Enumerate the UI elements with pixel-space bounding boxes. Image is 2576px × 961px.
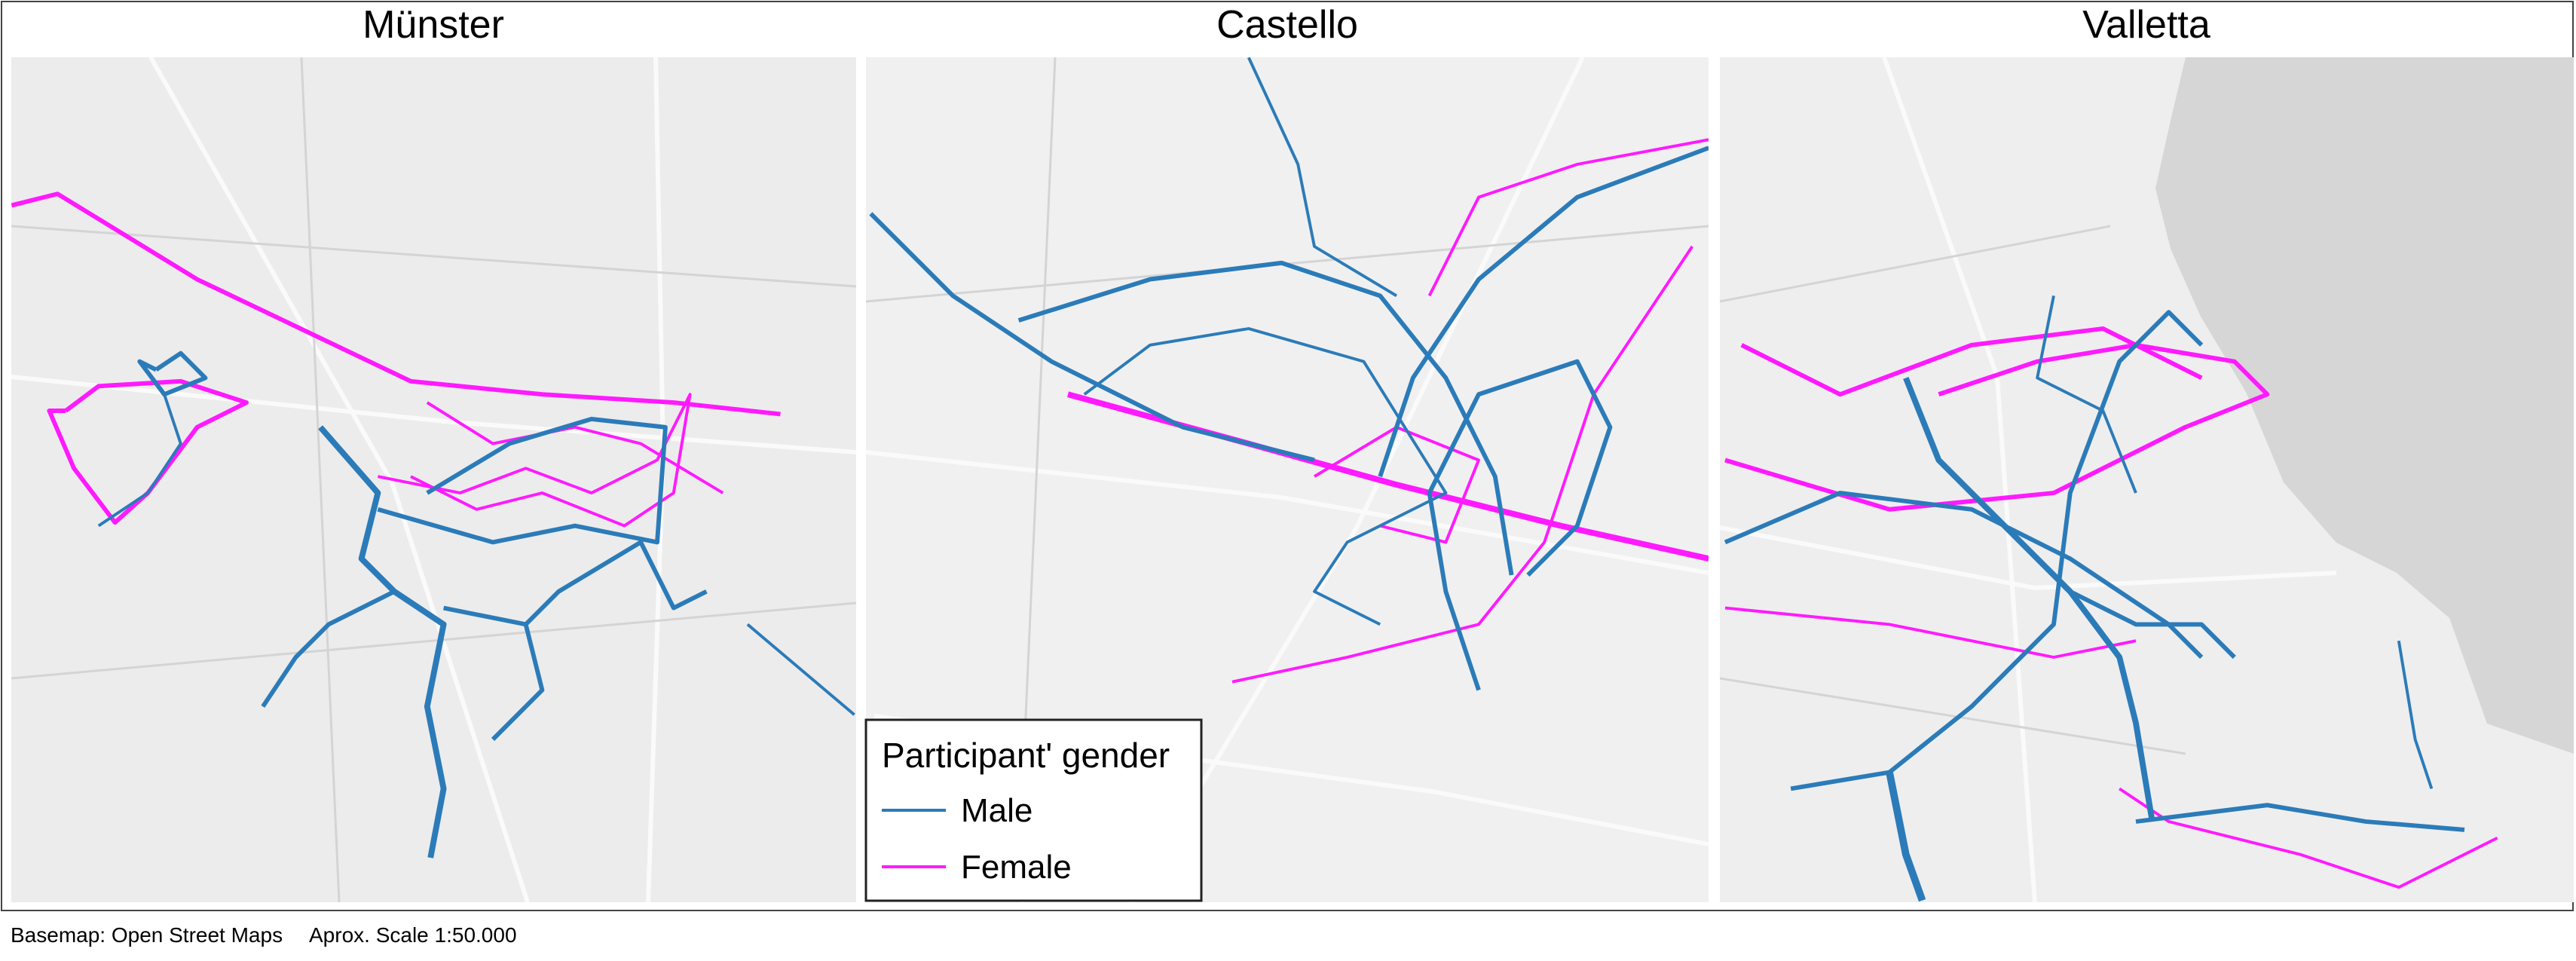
trajectory <box>137 350 208 397</box>
trajectory <box>1083 327 1448 626</box>
map-panel <box>11 57 856 902</box>
trajectory <box>47 378 249 525</box>
trajectory <box>1790 310 2204 791</box>
legend: Participant' gender Male Female <box>864 718 1203 902</box>
panel-title: Valletta <box>2082 3 2210 47</box>
trajectory <box>2397 640 2434 790</box>
trajectory <box>491 623 545 742</box>
legend-label: Female <box>961 849 1072 886</box>
trajectory <box>318 425 447 858</box>
sea <box>2155 57 2574 754</box>
trajectory <box>2069 589 2236 660</box>
trajectory <box>1427 359 1613 691</box>
trajectory <box>1724 491 2204 660</box>
trajectory <box>1427 138 1709 297</box>
panel-title: Münster <box>363 3 504 47</box>
trajectory <box>1313 425 1480 544</box>
trajectory <box>1231 245 1694 684</box>
trajectory <box>2135 803 2465 832</box>
trajectory <box>261 589 396 709</box>
trajectory <box>1247 57 1398 298</box>
trajectory <box>378 393 692 528</box>
trajectory <box>377 416 668 545</box>
trajectory <box>1378 145 1709 478</box>
trajectory <box>1886 771 1926 902</box>
trajectory <box>97 393 182 528</box>
trajectory <box>1017 260 1514 576</box>
trajectory <box>11 191 781 417</box>
trajectory <box>746 623 855 716</box>
panel-title: Castello <box>1216 3 1358 47</box>
trajectory <box>443 540 708 627</box>
legend-title: Participant' gender <box>882 736 1170 775</box>
trajectory <box>426 401 724 494</box>
footer-basemap: Basemap: Open Street Maps <box>11 923 283 947</box>
trajectories <box>11 57 2498 902</box>
trajectory <box>1724 606 2137 659</box>
footer-scale: Aprox. Scale 1:50.000 <box>309 923 517 947</box>
basemaps <box>11 57 2574 902</box>
trajectory <box>2036 295 2137 494</box>
legend-label: Male <box>961 792 1033 829</box>
trajectory <box>869 212 1315 463</box>
